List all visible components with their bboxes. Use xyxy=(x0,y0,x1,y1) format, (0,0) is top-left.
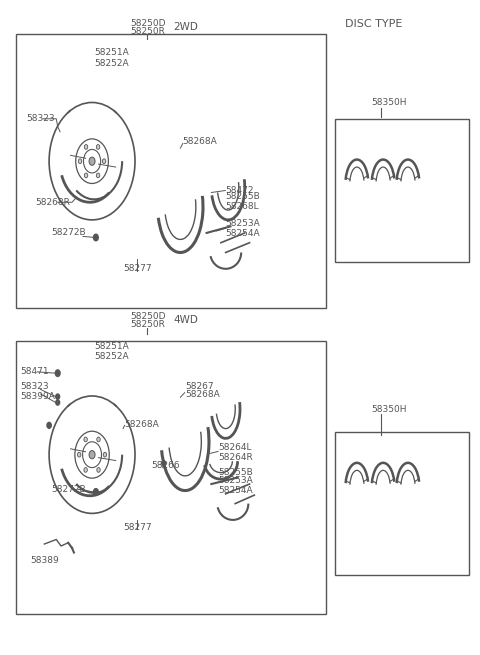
Circle shape xyxy=(102,159,106,164)
Bar xyxy=(16,34,326,308)
Text: 58471: 58471 xyxy=(21,367,49,377)
Circle shape xyxy=(97,437,100,441)
Circle shape xyxy=(96,145,100,149)
Text: 58323
58399A: 58323 58399A xyxy=(21,382,55,401)
Text: DISC TYPE: DISC TYPE xyxy=(345,19,402,29)
Text: 58250R: 58250R xyxy=(130,27,165,36)
Bar xyxy=(16,341,326,614)
Text: 58255B
58268L: 58255B 58268L xyxy=(226,192,261,212)
Circle shape xyxy=(55,370,60,377)
Text: 58251A
58252A: 58251A 58252A xyxy=(95,48,129,68)
Text: 58268A: 58268A xyxy=(124,420,159,428)
Text: 4WD: 4WD xyxy=(173,315,198,326)
Bar xyxy=(336,432,469,575)
Circle shape xyxy=(84,173,88,178)
Text: 58266: 58266 xyxy=(152,461,180,470)
Circle shape xyxy=(96,173,100,178)
Text: 58268A: 58268A xyxy=(185,390,220,399)
Text: 58253A
58254A: 58253A 58254A xyxy=(226,219,261,238)
Text: 58251A
58252A: 58251A 58252A xyxy=(95,342,129,362)
Text: 58268A: 58268A xyxy=(183,137,217,146)
Text: 58272B: 58272B xyxy=(51,485,86,494)
Bar xyxy=(336,119,469,262)
Text: 58255B: 58255B xyxy=(218,468,253,477)
Circle shape xyxy=(162,460,166,466)
Text: 58350H: 58350H xyxy=(371,98,407,107)
Text: 58250D: 58250D xyxy=(130,19,166,28)
Text: 58272B: 58272B xyxy=(51,229,86,237)
Text: 58250R: 58250R xyxy=(130,320,165,329)
Text: 58323: 58323 xyxy=(27,114,55,123)
Text: 58268R: 58268R xyxy=(36,198,71,207)
Text: 58350H: 58350H xyxy=(371,405,407,413)
Text: 58277: 58277 xyxy=(123,265,152,273)
Circle shape xyxy=(47,422,51,428)
Circle shape xyxy=(84,468,87,472)
Text: 58253A
58254A: 58253A 58254A xyxy=(218,476,253,495)
Circle shape xyxy=(84,437,87,441)
Circle shape xyxy=(103,453,107,457)
Circle shape xyxy=(89,451,95,458)
Circle shape xyxy=(56,400,60,405)
Text: 58389: 58389 xyxy=(30,557,59,565)
Text: 58267: 58267 xyxy=(185,382,214,390)
Text: 58250D: 58250D xyxy=(130,312,166,321)
Circle shape xyxy=(78,159,82,164)
Circle shape xyxy=(84,145,88,149)
Circle shape xyxy=(89,157,95,165)
Circle shape xyxy=(77,453,81,457)
Text: 58277: 58277 xyxy=(123,523,152,533)
Text: 58472: 58472 xyxy=(226,186,254,195)
Circle shape xyxy=(94,234,98,241)
Text: 58264L
58264R: 58264L 58264R xyxy=(218,443,253,462)
Circle shape xyxy=(94,489,98,495)
Circle shape xyxy=(97,468,100,472)
Circle shape xyxy=(56,394,60,400)
Text: 2WD: 2WD xyxy=(173,22,198,33)
